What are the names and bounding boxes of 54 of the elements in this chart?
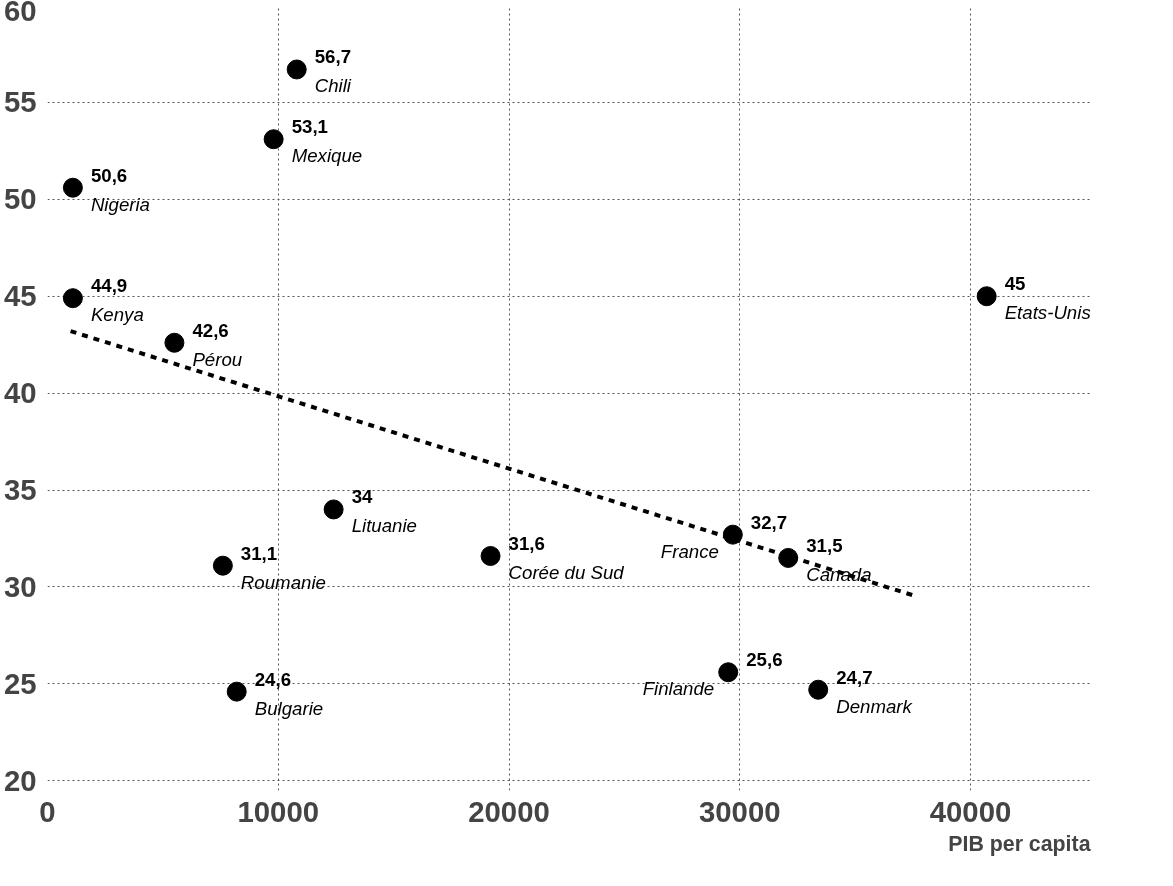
point: [226, 681, 247, 702]
point: [480, 545, 501, 566]
data-label: 24,7: [836, 666, 873, 688]
annotation: Denmark: [836, 695, 914, 717]
data-label: 45: [1004, 273, 1026, 295]
x-tick-label: 10000: [237, 794, 320, 828]
x-tick-label: 20000: [468, 794, 550, 828]
data-label: 25,6: [746, 649, 783, 671]
y-tick-label: 20: [3, 763, 37, 797]
data-label: 31,1: [240, 542, 278, 564]
annotation: Mexique: [291, 145, 363, 167]
data-label: 34: [351, 486, 374, 508]
annotation: Chili: [314, 75, 352, 97]
annotation: Lituanie: [351, 515, 417, 537]
data-label: 56,7: [314, 46, 352, 68]
annotation: France: [660, 540, 719, 562]
annotation: Finlande: [642, 678, 715, 700]
y-tick-label: 45: [3, 279, 37, 313]
data-label: 31,5: [806, 534, 843, 556]
x-axis-title: PIB per capita: [948, 831, 1091, 856]
data-label: 44,9: [90, 275, 128, 297]
data-label: 53,1: [291, 116, 328, 138]
point: [808, 679, 829, 700]
point: [212, 555, 233, 576]
data-label: 24,6: [254, 668, 292, 690]
point: [62, 177, 83, 198]
x-tick-label: 0: [39, 794, 56, 828]
annotation: Nigeria: [90, 193, 150, 215]
data-label: 50,6: [90, 164, 128, 186]
point: [62, 288, 83, 309]
annotation: Pérou: [192, 348, 243, 370]
y-tick-label: 50: [3, 182, 37, 216]
annotation: Corée du Sud: [508, 561, 625, 583]
data-label: 31,6: [508, 532, 545, 554]
y-tick-label: 55: [3, 85, 37, 119]
x-tick-label: 40000: [929, 794, 1012, 828]
annotation: Bulgarie: [254, 697, 324, 719]
point: [976, 286, 997, 307]
data-label: 32,7: [750, 511, 788, 533]
point: [718, 662, 739, 683]
annotation: Kenya: [90, 304, 144, 326]
y-tick-label: 35: [3, 473, 37, 507]
y-tick-label: 60: [3, 0, 37, 27]
y-tick-label: 40: [3, 376, 37, 410]
y-tick-label: 30: [3, 569, 37, 603]
y-tick-label: 25: [3, 666, 37, 700]
annotation: Etats-Unis: [1004, 302, 1091, 324]
annotation: Roumanie: [240, 571, 326, 593]
x-tick-label: 30000: [698, 794, 781, 828]
point: [164, 332, 185, 353]
point: [286, 59, 307, 80]
point: [323, 499, 344, 520]
data-label: 42,6: [192, 319, 229, 341]
point: [263, 129, 284, 150]
